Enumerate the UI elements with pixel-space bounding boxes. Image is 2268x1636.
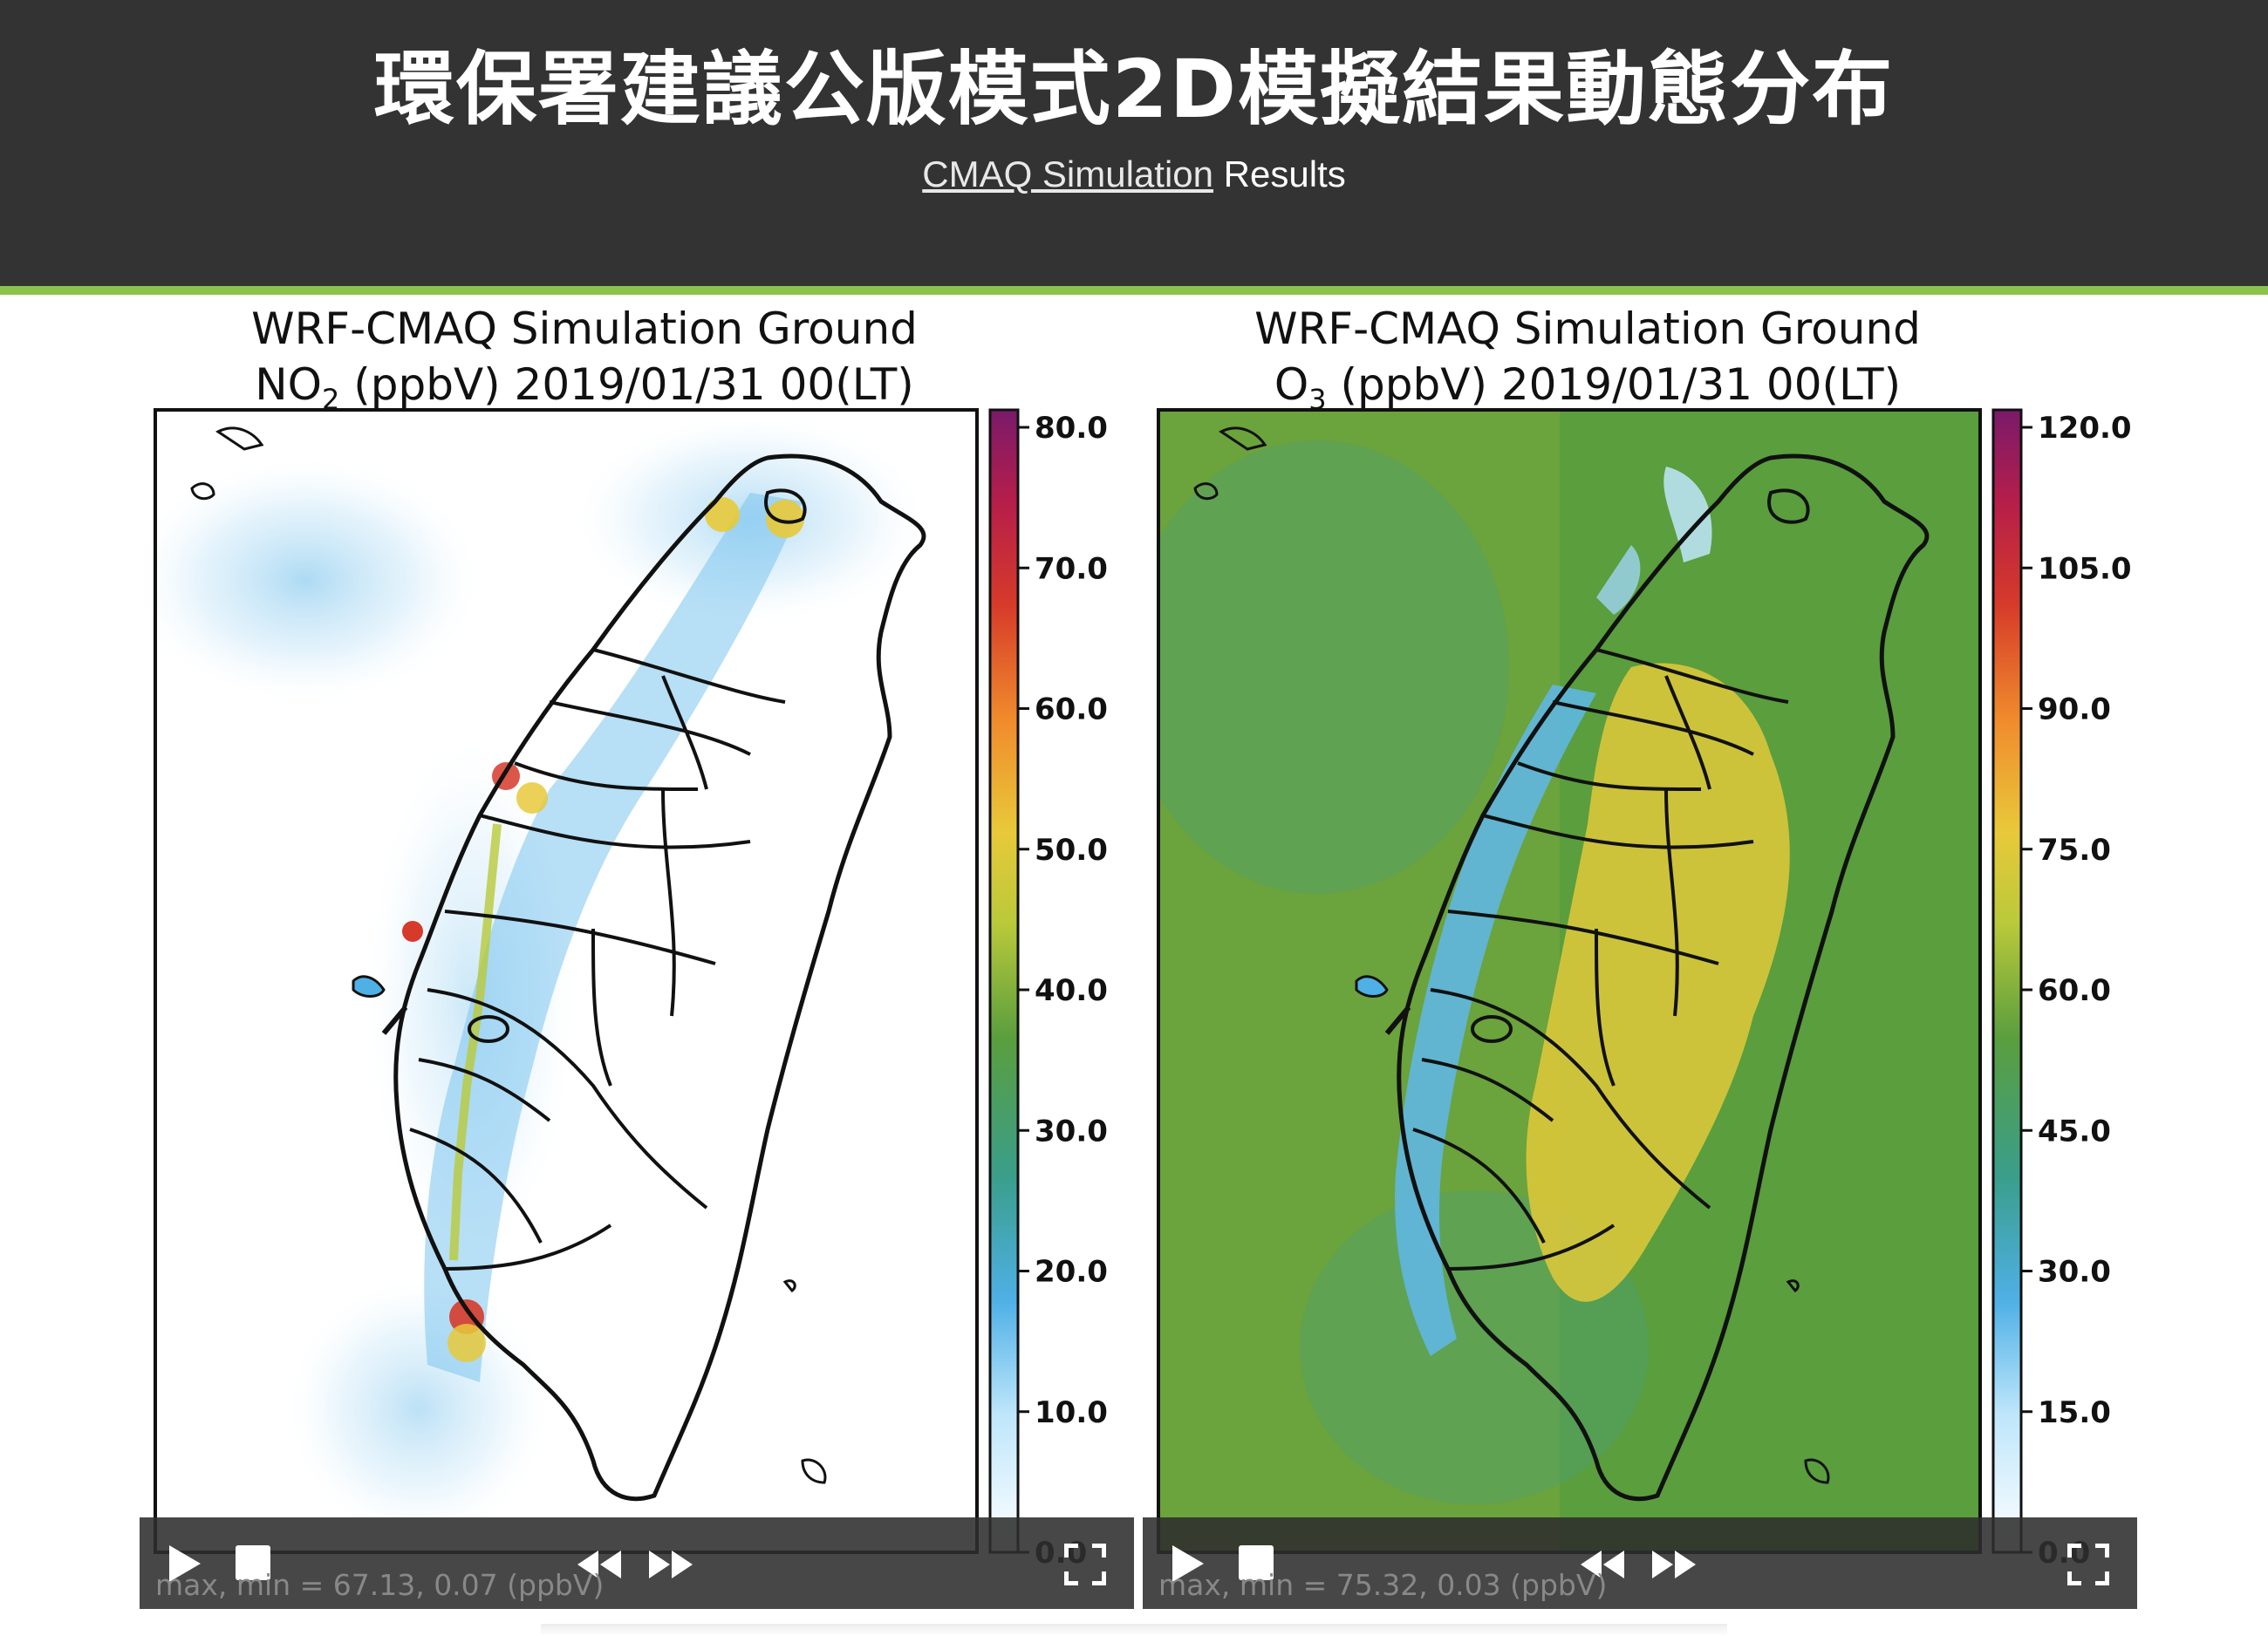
colorbar-tick-label: 30.0 xyxy=(2038,1255,2111,1290)
no2-play-icon[interactable] xyxy=(166,1542,204,1589)
page-subtitle: CMAQ Simulation Results xyxy=(0,153,2268,195)
colorbar-tick-label: 105.0 xyxy=(2038,551,2132,586)
no2-title: WRF-CMAQ Simulation Ground NO2 (ppbV) 20… xyxy=(192,301,977,427)
colorbar-tick-label: 70.0 xyxy=(1035,551,1108,586)
bottom-shadow xyxy=(541,1624,1727,1636)
o3-species: O xyxy=(1274,359,1309,410)
no2-title-line1: WRF-CMAQ Simulation Ground xyxy=(251,303,918,354)
colorbar-tick-label: 80.0 xyxy=(1035,411,1108,446)
no2-stop-icon[interactable] xyxy=(234,1544,272,1585)
accent-divider xyxy=(0,286,2268,295)
o3-title-line2: O3 (ppbV) 2019/01/31 00(LT) xyxy=(1195,357,1980,427)
o3-play-icon[interactable] xyxy=(1169,1542,1207,1589)
o3-title-line1: WRF-CMAQ Simulation Ground xyxy=(1254,303,1921,354)
colorbar-tick-label: 45.0 xyxy=(2038,1114,2111,1149)
colorbar-tick-label: 75.0 xyxy=(2038,833,2111,868)
no2-rewind-icon[interactable] xyxy=(576,1549,625,1584)
o3-fullscreen-icon[interactable] xyxy=(2066,1543,2110,1589)
no2-panel: WRF-CMAQ Simulation Ground NO2 (ppbV) 20… xyxy=(140,301,1134,1613)
colorbar-tick-label: 30.0 xyxy=(1035,1114,1108,1149)
no2-figure: 80.070.060.050.040.030.020.010.00.0 xyxy=(154,408,1108,1571)
o3-title: WRF-CMAQ Simulation Ground O3 (ppbV) 201… xyxy=(1195,301,1980,427)
colorbar-tick-label: 10.0 xyxy=(1035,1395,1108,1430)
colorbar-tick-label: 120.0 xyxy=(2038,411,2132,446)
colorbar-tick-label: 20.0 xyxy=(1035,1255,1108,1290)
o3-fast-forward-icon[interactable] xyxy=(1650,1549,1699,1584)
o3-species-sub: 3 xyxy=(1308,383,1327,416)
no2-title-rest: (ppbV) 2019/01/31 00(LT) xyxy=(339,359,914,410)
o3-map xyxy=(1158,410,1980,1552)
o3-maxmin-readout: max, min = 75.32, 0.03 (ppbV) xyxy=(1158,1568,1608,1602)
o3-panel: WRF-CMAQ Simulation Ground O3 (ppbV) 201… xyxy=(1143,301,2137,1613)
no2-species-sub: 2 xyxy=(321,383,340,416)
o3-stop-icon[interactable] xyxy=(1237,1544,1275,1585)
no2-video-controls: max, min = 67.13, 0.07 (ppbV) xyxy=(140,1517,1134,1609)
colorbar-tick-label: 60.0 xyxy=(1035,692,1108,727)
colorbar-tick-label: 50.0 xyxy=(1035,833,1108,868)
page-header: 環保署建議公版模式2D模擬結果動態分布 CMAQ Simulation Resu… xyxy=(0,0,2268,286)
no2-fast-forward-icon[interactable] xyxy=(647,1549,696,1584)
no2-fullscreen-icon[interactable] xyxy=(1063,1543,1107,1589)
no2-map xyxy=(155,410,977,1552)
colorbar-tick-label: 60.0 xyxy=(2038,973,2111,1008)
o3-title-rest: (ppbV) 2019/01/31 00(LT) xyxy=(1326,359,1902,410)
no2-colorbar-ticks: 80.070.060.050.040.030.020.010.00.0 xyxy=(1018,411,1108,1571)
page-title: 環保署建議公版模式2D模擬結果動態分布 xyxy=(373,43,1895,136)
colorbar-tick-label: 40.0 xyxy=(1035,973,1108,1008)
no2-maxmin-readout: max, min = 67.13, 0.07 (ppbV) xyxy=(155,1568,605,1602)
no2-species: NO xyxy=(255,359,322,410)
subtitle-text: Results xyxy=(1213,153,1346,194)
colorbar-tick-label: 15.0 xyxy=(2038,1395,2111,1430)
o3-rewind-icon[interactable] xyxy=(1579,1549,1628,1584)
cmaq-simulation-link[interactable]: CMAQ Simulation xyxy=(922,153,1214,194)
no2-colorbar xyxy=(988,408,1020,1554)
o3-colorbar xyxy=(1991,408,2023,1554)
no2-title-line2: NO2 (ppbV) 2019/01/31 00(LT) xyxy=(192,357,977,427)
colorbar-tick-label: 90.0 xyxy=(2038,692,2111,727)
o3-video-controls: max, min = 75.32, 0.03 (ppbV) xyxy=(1143,1517,2137,1609)
